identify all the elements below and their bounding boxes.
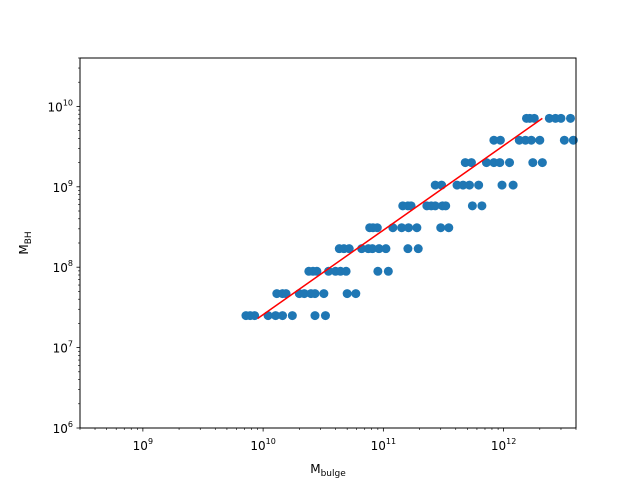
data-point <box>544 113 554 123</box>
data-point <box>383 266 393 276</box>
data-point <box>406 201 416 211</box>
y-axis: 106 107 108 109 1010 <box>48 57 80 436</box>
y-tick-label: 1010 <box>48 98 73 114</box>
data-point <box>436 223 446 233</box>
y-tick-label: 106 <box>53 420 73 436</box>
data-point <box>441 201 451 211</box>
data-point <box>250 311 260 321</box>
data-point <box>489 135 499 145</box>
data-point <box>460 158 470 168</box>
data-points <box>241 113 578 321</box>
data-point <box>413 244 423 254</box>
data-point <box>310 289 320 299</box>
x-tick-label: 1012 <box>491 437 516 453</box>
data-point <box>497 180 507 190</box>
data-point <box>388 223 398 233</box>
data-point <box>528 158 538 168</box>
data-point <box>437 180 447 190</box>
data-point <box>505 158 515 168</box>
data-point <box>403 244 413 254</box>
x-axis-label: Mbulge <box>310 462 346 479</box>
data-point <box>458 180 468 190</box>
data-point <box>495 158 505 168</box>
x-axis: 109 1010 1011 1012 <box>79 428 577 453</box>
data-point <box>464 180 474 190</box>
data-point <box>278 311 288 321</box>
data-point <box>466 158 476 168</box>
data-point <box>341 266 351 276</box>
data-point <box>344 244 354 254</box>
data-point <box>559 135 569 145</box>
data-point <box>565 113 575 123</box>
data-point <box>342 289 352 299</box>
x-tick-label: 1010 <box>250 437 275 453</box>
data-point <box>312 266 322 276</box>
fit-line <box>257 117 543 320</box>
data-point <box>397 223 407 233</box>
data-point <box>444 223 454 233</box>
data-point <box>299 289 309 299</box>
data-point <box>281 289 291 299</box>
data-point <box>474 180 484 190</box>
data-point <box>526 135 536 145</box>
data-point <box>319 289 329 299</box>
data-point <box>324 266 334 276</box>
data-point <box>367 244 377 254</box>
data-point <box>271 311 281 321</box>
data-point <box>351 289 361 299</box>
data-point <box>381 244 391 254</box>
data-point <box>374 244 384 254</box>
data-point <box>287 311 297 321</box>
data-point <box>535 135 545 145</box>
data-point <box>310 311 320 321</box>
y-tick-label: 107 <box>53 340 73 356</box>
data-point <box>529 113 539 123</box>
y-tick-label: 108 <box>53 259 73 275</box>
data-point <box>430 180 440 190</box>
fit-line-layer <box>257 117 543 320</box>
data-point <box>404 223 414 233</box>
data-point <box>467 201 477 211</box>
x-tick-label: 109 <box>133 437 153 453</box>
data-point <box>430 201 440 211</box>
data-point <box>508 180 518 190</box>
data-point <box>556 113 566 123</box>
data-point <box>412 223 422 233</box>
y-axis-label: MBH <box>17 231 34 254</box>
data-point <box>477 201 487 211</box>
y-tick-label: 109 <box>53 179 73 195</box>
data-point <box>537 158 547 168</box>
data-point <box>320 311 330 321</box>
data-point <box>495 135 505 145</box>
data-point <box>514 135 524 145</box>
x-tick-label: 1011 <box>371 437 396 453</box>
data-point <box>372 223 382 233</box>
data-point <box>373 266 383 276</box>
data-point <box>481 158 491 168</box>
